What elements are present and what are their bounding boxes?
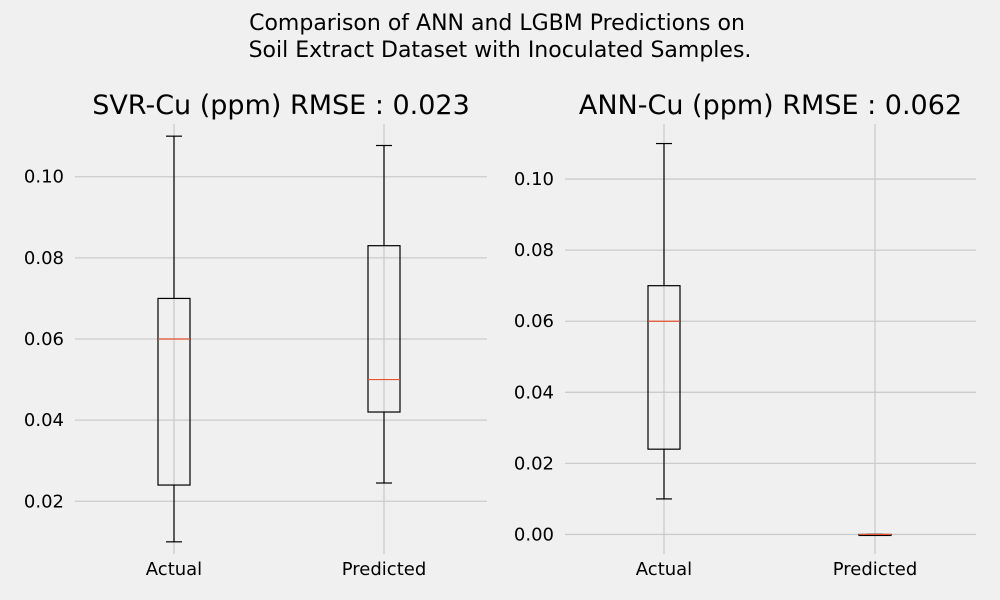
chart-panel-svr: SVR-Cu (ppm) RMSE : 0.023 0.02 0.04 0.06 0.0… xyxy=(24,90,487,580)
y-tick-label: 0.04 xyxy=(514,382,554,403)
x-tick-label: Actual xyxy=(636,559,692,580)
y-tick-label: 0.10 xyxy=(24,167,64,188)
y-tick-label: 0.08 xyxy=(514,240,554,261)
y-tick-label: 0.10 xyxy=(514,169,554,190)
box-predicted xyxy=(858,533,892,537)
y-tick-label: 0.06 xyxy=(24,329,64,350)
y-tick-label: 0.00 xyxy=(514,524,554,545)
box-predicted xyxy=(367,144,401,484)
y-tick-label: 0.08 xyxy=(24,248,64,269)
chart-title: SVR-Cu (ppm) RMSE : 0.023 xyxy=(92,90,470,121)
y-tick-label: 0.06 xyxy=(514,311,554,332)
chart-panel-ann: ANN-Cu (ppm) RMSE : 0.062 0.00 0.02 0.04 0.0… xyxy=(514,90,976,580)
figure-suptitle-line1: Comparison of ANN and LGBM Predictions o… xyxy=(249,11,745,36)
iqr-box xyxy=(367,245,401,413)
y-tick-label: 0.02 xyxy=(514,453,554,474)
box-actual xyxy=(157,135,191,543)
y-tick-label: 0.02 xyxy=(24,491,64,512)
x-tick-label: Predicted xyxy=(342,559,427,580)
figure-suptitle-line2: Soil Extract Dataset with Inoculated Sam… xyxy=(249,38,752,63)
x-tick-label: Actual xyxy=(146,559,202,580)
chart-title: ANN-Cu (ppm) RMSE : 0.062 xyxy=(579,90,962,121)
iqr-box xyxy=(157,297,191,486)
x-tick-label: Predicted xyxy=(833,559,918,580)
box-actual xyxy=(647,142,681,500)
y-tick-label: 0.04 xyxy=(24,410,64,431)
iqr-box xyxy=(647,285,681,450)
